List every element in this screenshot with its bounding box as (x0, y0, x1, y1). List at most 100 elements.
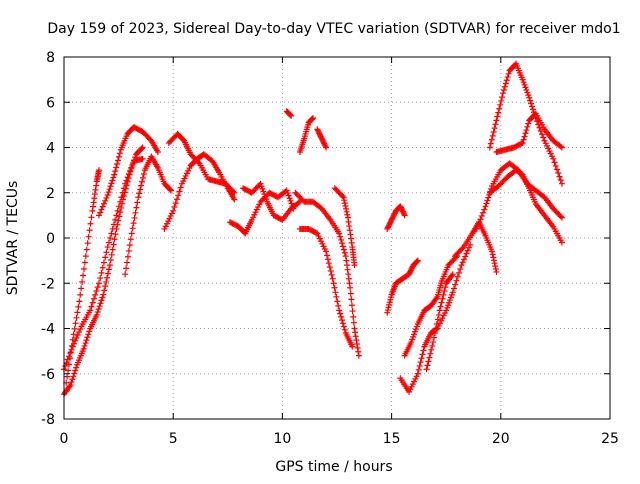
data-point (170, 207, 177, 214)
data-point (86, 328, 93, 335)
data-point (139, 174, 146, 181)
series-sat-w (486, 167, 565, 246)
data-point (118, 194, 125, 201)
data-point (177, 184, 184, 191)
data-point (111, 171, 118, 178)
data-point (458, 262, 465, 269)
data-point (325, 260, 332, 267)
y-tick-label: 0 (46, 231, 55, 247)
data-point (74, 331, 81, 338)
tick-labels: 0 5 10 15 20 25 -8 -6 -4 -2 0 2 4 6 8 (41, 50, 619, 447)
data-point (442, 284, 449, 291)
data-point (473, 225, 480, 232)
data-point (80, 266, 87, 273)
data-point (341, 197, 348, 204)
data-point (108, 230, 115, 237)
data-point (476, 219, 483, 226)
data-point (64, 373, 71, 380)
data-point (335, 302, 342, 309)
data-point (64, 356, 71, 363)
data-point (451, 285, 457, 292)
data-point (457, 266, 464, 273)
data-point (69, 376, 76, 383)
data-point (490, 257, 497, 264)
data-point (527, 97, 534, 104)
data-point (78, 285, 85, 292)
data-point (70, 340, 77, 347)
data-point (94, 309, 101, 316)
data-point (154, 149, 161, 156)
data-point (489, 251, 496, 258)
data-point (504, 74, 511, 81)
series-sat-l (314, 126, 330, 151)
data-point (347, 290, 354, 297)
data-point (168, 187, 175, 194)
data-point (107, 183, 114, 190)
data-point (65, 353, 72, 360)
data-point (119, 189, 126, 196)
data-point (340, 323, 347, 330)
data-point (105, 189, 112, 196)
data-point (124, 259, 131, 266)
series-sat-q (401, 253, 461, 359)
data-point (486, 144, 493, 151)
data-point (424, 362, 431, 369)
data-point (231, 196, 238, 203)
data-point (498, 97, 505, 104)
data-point (493, 117, 500, 124)
data-points (61, 60, 565, 398)
data-point (348, 296, 355, 303)
data-point (437, 303, 444, 310)
y-tick-label: -6 (41, 367, 55, 383)
series-sat-y (493, 110, 565, 156)
data-point (347, 231, 354, 238)
data-point (85, 331, 92, 338)
data-point (80, 345, 87, 352)
series-sat-o (331, 185, 358, 269)
data-point (345, 275, 352, 282)
data-point (324, 252, 331, 259)
series-sat-j (283, 108, 295, 119)
data-point (343, 205, 350, 212)
data-point (127, 236, 134, 243)
data-point (93, 288, 100, 295)
data-point (459, 259, 466, 266)
y-tick-label: 2 (46, 186, 55, 202)
data-point (350, 313, 357, 320)
data-point (70, 331, 77, 338)
data-point (441, 288, 448, 295)
data-point (109, 246, 116, 253)
data-point (135, 194, 142, 201)
data-point (79, 278, 86, 285)
data-point (436, 307, 443, 314)
data-point (339, 243, 346, 250)
data-point (139, 144, 146, 151)
data-point (81, 342, 88, 349)
data-point (494, 113, 501, 120)
data-point (478, 213, 485, 220)
data-point (433, 326, 440, 333)
data-point (138, 182, 145, 189)
data-point (176, 188, 183, 195)
data-point (520, 136, 527, 143)
data-point (415, 366, 422, 373)
data-point (100, 291, 107, 298)
x-axis-title: GPS time / hours (275, 459, 392, 475)
data-point (336, 307, 343, 314)
data-point (351, 262, 358, 269)
data-point (354, 344, 361, 351)
y-tick-label: -2 (41, 276, 55, 292)
data-point (435, 311, 442, 318)
data-point (484, 197, 491, 204)
data-point (88, 214, 95, 221)
data-point (482, 203, 489, 210)
data-point (73, 334, 80, 341)
data-point (521, 133, 528, 140)
data-point (417, 359, 424, 366)
data-point (67, 350, 74, 357)
data-point (171, 203, 178, 210)
data-point (339, 192, 346, 199)
data-point (104, 192, 111, 199)
data-point (414, 257, 421, 264)
data-point (112, 168, 119, 175)
